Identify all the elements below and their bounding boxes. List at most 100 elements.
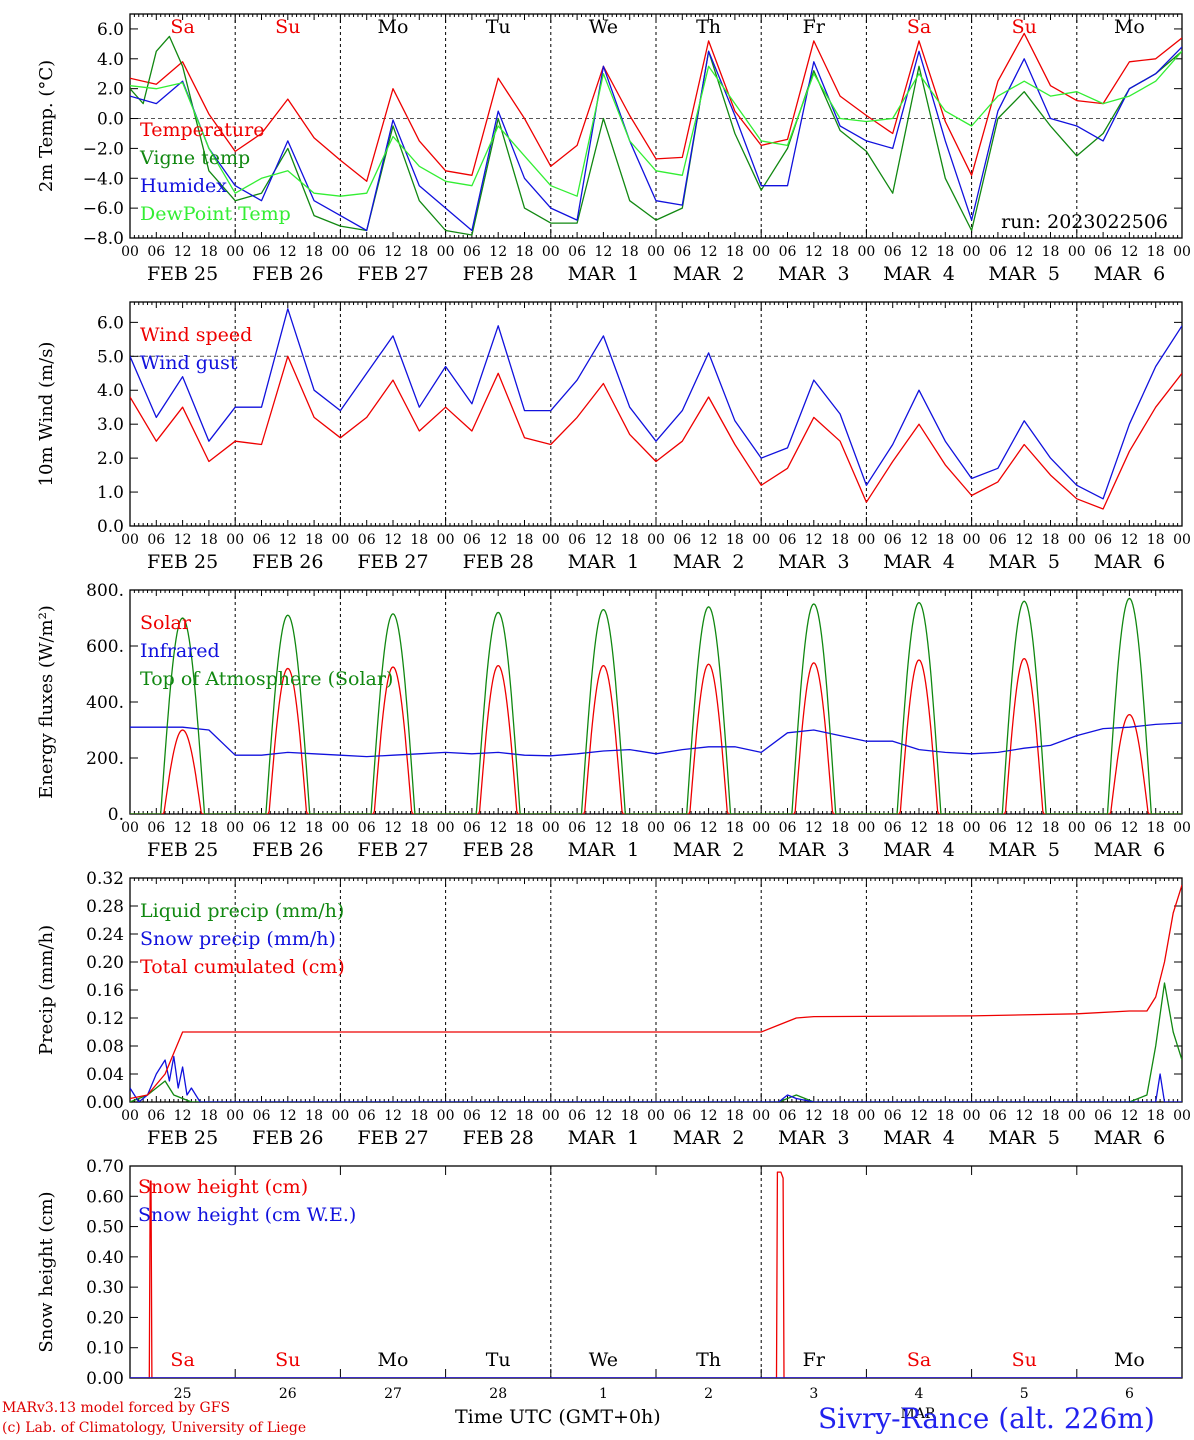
hour-tick-label: 06: [568, 1108, 586, 1124]
hour-tick-label: 00: [331, 1108, 349, 1124]
date-label: MAR 5: [988, 551, 1060, 573]
hour-tick-label: 06: [779, 1108, 797, 1124]
hour-tick-label: 18: [1042, 532, 1060, 548]
y-tick-label: 0.04: [86, 1065, 124, 1085]
hour-tick-label: 00: [437, 1108, 455, 1124]
hour-tick-label: 12: [910, 1108, 928, 1124]
snow-date-label: 6: [1125, 1386, 1134, 1402]
y-axis-label: 10m Wind (m/s): [36, 342, 57, 487]
hour-tick-label: 00: [857, 1108, 875, 1124]
hour-tick-label: 06: [1094, 244, 1112, 260]
hour-tick-label: 12: [279, 1108, 297, 1124]
hour-tick-label: 06: [673, 244, 691, 260]
hour-tick-label: 06: [989, 1108, 1007, 1124]
y-tick-label: 4.0: [97, 381, 124, 401]
plot-frame: [129, 301, 1183, 527]
hour-tick-label: 12: [489, 1108, 507, 1124]
hour-tick-label: 12: [174, 532, 192, 548]
hour-tick-label: 18: [831, 1108, 849, 1124]
snow-day-name-label: Sa: [170, 1349, 194, 1371]
date-label: MAR 4: [883, 839, 955, 861]
hour-tick-label: 00: [752, 1108, 770, 1124]
day-name-label: Mo: [378, 16, 409, 38]
hour-tick-label: 18: [936, 1108, 954, 1124]
hour-tick-label: 06: [463, 1108, 481, 1124]
hour-tick-label: 18: [936, 532, 954, 548]
hour-tick-label: 06: [147, 1108, 165, 1124]
snow-day-name-label: Su: [1012, 1349, 1037, 1371]
snow-date-label: 1: [599, 1386, 608, 1402]
hour-tick-label: 06: [779, 244, 797, 260]
legend-entry: Temperature: [140, 119, 264, 141]
y-tick-label: 200.: [86, 749, 124, 769]
hour-tick-label: 18: [516, 820, 534, 836]
day-name-label: Sa: [170, 16, 194, 38]
snow-day-name-label: Mo: [378, 1349, 409, 1371]
hour-tick-label: 00: [1173, 1108, 1191, 1124]
hour-tick-label: 00: [437, 532, 455, 548]
hour-tick-label: 18: [516, 244, 534, 260]
hour-tick-label: 12: [1120, 1108, 1138, 1124]
credit-line-2: (c) Lab. of Climatology, University of L…: [2, 1420, 307, 1436]
hour-tick-label: 12: [1120, 532, 1138, 548]
hour-tick-label: 00: [121, 532, 139, 548]
snow-day-name-label: Fr: [803, 1349, 826, 1371]
y-tick-label: 600.: [86, 637, 124, 657]
hour-tick-label: 00: [857, 532, 875, 548]
hour-tick-label: 00: [752, 532, 770, 548]
hour-tick-label: 00: [647, 820, 665, 836]
series-line-dewpoint-temp: [130, 50, 1182, 197]
hour-tick-label: 00: [226, 532, 244, 548]
hour-tick-label: 06: [989, 532, 1007, 548]
station-label: Sivry-Rance (alt. 226m): [818, 1402, 1155, 1435]
hour-tick-label: 00: [331, 820, 349, 836]
hour-tick-label: 18: [936, 820, 954, 836]
date-label: FEB 26: [252, 839, 323, 861]
hour-tick-label: 00: [226, 1108, 244, 1124]
y-tick-label: 0.20: [86, 953, 124, 973]
hour-tick-label: 18: [621, 532, 639, 548]
hour-tick-label: 00: [226, 820, 244, 836]
y-tick-label: −2.0: [83, 139, 124, 159]
y-axis-label: Precip (mm/h): [36, 925, 57, 1055]
date-label: FEB 26: [252, 1127, 323, 1149]
y-tick-label: −4.0: [83, 169, 124, 189]
hour-tick-label: 00: [963, 532, 981, 548]
hour-tick-label: 00: [121, 820, 139, 836]
snow-month-label: MAR: [901, 1406, 936, 1422]
date-label: MAR 6: [1094, 551, 1166, 573]
y-tick-label: 2.0: [97, 449, 124, 469]
date-label: MAR 6: [1094, 263, 1166, 285]
hour-tick-label: 18: [726, 820, 744, 836]
legend-entry: Total cumulated (cm): [140, 956, 345, 978]
y-tick-label: 0.00: [86, 1369, 124, 1389]
hour-tick-label: 00: [963, 1108, 981, 1124]
hour-tick-label: 18: [305, 244, 323, 260]
y-tick-label: 400.: [86, 693, 124, 713]
hour-tick-label: 12: [910, 244, 928, 260]
legend-entry: Top of Atmosphere (Solar): [140, 668, 393, 690]
hour-tick-label: 06: [253, 820, 271, 836]
series-line-top-of-atmosphere-solar-: [130, 597, 1182, 814]
hour-tick-label: 18: [305, 532, 323, 548]
y-tick-label: 5.0: [97, 347, 124, 367]
hour-tick-label: 06: [673, 820, 691, 836]
series-line-solar: [130, 657, 1182, 814]
hour-tick-label: 06: [358, 1108, 376, 1124]
date-label: MAR 4: [883, 263, 955, 285]
hour-tick-label: 00: [963, 244, 981, 260]
legend-entry: Vigne temp: [139, 147, 250, 169]
hour-tick-label: 18: [726, 1108, 744, 1124]
date-label: FEB 28: [463, 551, 534, 573]
legend-entry: Snow precip (mm/h): [140, 928, 336, 950]
y-tick-label: 2.0: [97, 80, 124, 100]
hour-tick-label: 06: [884, 532, 902, 548]
snow-date-label: 26: [279, 1386, 297, 1402]
hour-tick-label: 12: [279, 244, 297, 260]
y-tick-label: 3.0: [97, 415, 124, 435]
y-axis-label: Energy fluxes (W/m²): [36, 605, 57, 799]
hour-tick-label: 18: [1147, 820, 1165, 836]
x-axis-title: Time UTC (GMT+0h): [455, 1406, 661, 1428]
series-line-wind-gust: [130, 308, 1182, 500]
date-label: FEB 26: [252, 263, 323, 285]
